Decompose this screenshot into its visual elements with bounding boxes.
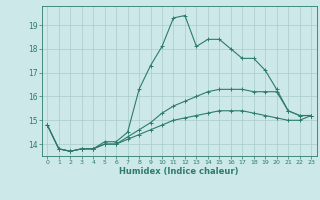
X-axis label: Humidex (Indice chaleur): Humidex (Indice chaleur) bbox=[119, 167, 239, 176]
